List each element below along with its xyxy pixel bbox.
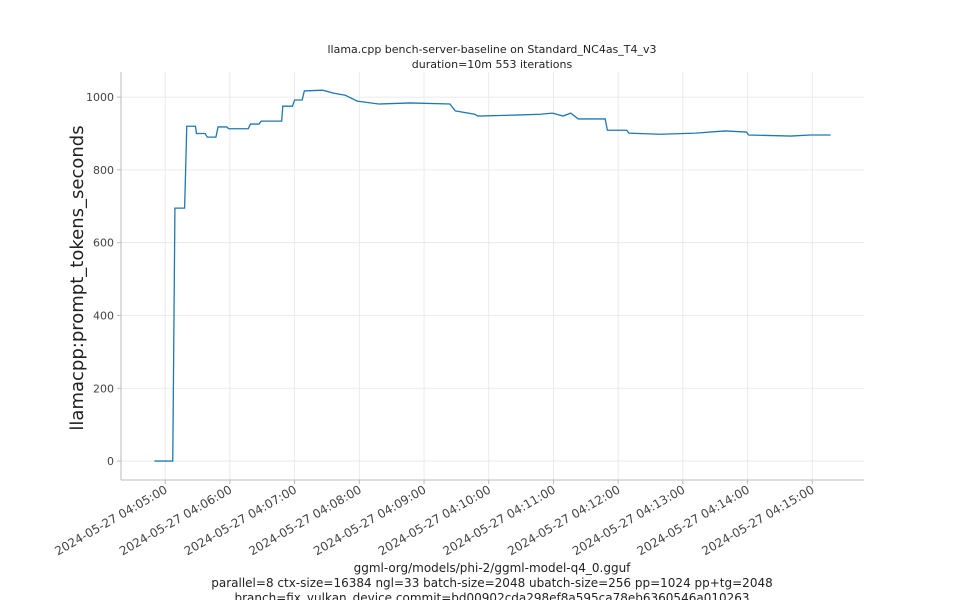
- x-tick-label: 2024-05-27 04:06:00: [117, 482, 234, 558]
- x-tick-label: 2024-05-27 04:08:00: [246, 482, 363, 558]
- y-axis-label: llamacpp:prompt_tokens_seconds: [67, 125, 88, 430]
- chart-subtitle: duration=10m 553 iterations: [412, 58, 573, 71]
- x-tick-label: 2024-05-27 04:10:00: [376, 482, 493, 558]
- x-tick-label: 2024-05-27 04:05:00: [52, 482, 169, 558]
- y-tick-label: 800: [93, 164, 114, 177]
- footer-note: branch=fix_vulkan_device commit=bd00902c…: [234, 591, 749, 600]
- y-tick-label: 1000: [86, 91, 114, 104]
- chart-title: llama.cpp bench-server-baseline on Stand…: [327, 43, 656, 56]
- x-tick-label: 2024-05-27 04:07:00: [182, 482, 299, 558]
- footer-note: ggml-org/models/phi-2/ggml-model-q4_0.gg…: [354, 561, 632, 575]
- y-tick-label: 600: [93, 237, 114, 250]
- y-tick-label: 0: [107, 455, 114, 468]
- x-tick-label: 2024-05-27 04:14:00: [635, 482, 752, 558]
- y-tick-label: 200: [93, 382, 114, 395]
- x-tick-label: 2024-05-27 04:15:00: [699, 482, 816, 558]
- x-tick-label: 2024-05-27 04:09:00: [311, 482, 428, 558]
- data-line: [154, 89, 831, 462]
- y-tick-label: 400: [93, 309, 114, 322]
- x-tick-label: 2024-05-27 04:11:00: [441, 482, 558, 558]
- footer-note: parallel=8 ctx-size=16384 ngl=33 batch-s…: [211, 576, 772, 590]
- x-tick-label: 2024-05-27 04:13:00: [570, 482, 687, 558]
- x-tick-label: 2024-05-27 04:12:00: [505, 482, 622, 558]
